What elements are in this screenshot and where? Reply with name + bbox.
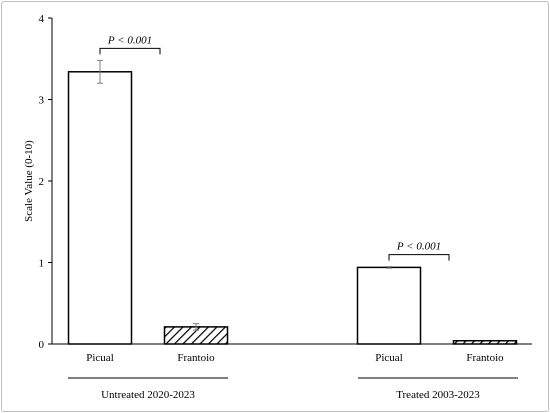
group-label: Untreated 2020-2023 [101, 389, 195, 401]
category-label: Frantoio [177, 352, 215, 364]
y-tick-label: 2 [39, 176, 45, 188]
bar-frantoio [452, 339, 518, 345]
category-label: Picual [375, 352, 403, 364]
group-label: Treated 2003-2023 [396, 389, 480, 401]
significance-label: P < 0.001 [396, 241, 441, 253]
significance-bracket [388, 254, 450, 261]
significance-label: P < 0.001 [107, 34, 152, 46]
y-tick-label: 0 [39, 339, 45, 351]
category-label: Frantoio [466, 352, 504, 364]
category-label: Picual [86, 352, 114, 364]
y-axis-label: Scale Value (0-10) [23, 140, 35, 222]
bar-picual [356, 266, 422, 345]
y-tick-label: 4 [39, 13, 45, 25]
significance-bracket [99, 47, 161, 55]
bar-picual [67, 71, 133, 345]
y-tick-label: 3 [39, 95, 45, 107]
y-tick-label: 1 [39, 258, 45, 270]
